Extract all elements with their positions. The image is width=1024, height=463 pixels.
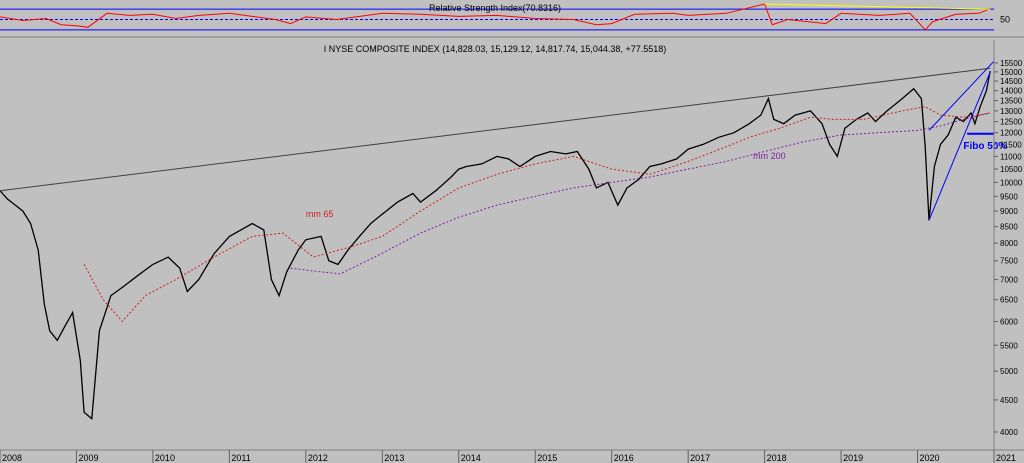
price-series: [0, 60, 995, 420]
x-tick-label: 2015: [537, 453, 557, 463]
price-series-line-4: [928, 71, 991, 221]
y-tick-label: 11500: [1000, 140, 1022, 149]
x-tick-label: 2011: [231, 453, 250, 463]
y-tick-label: 8000: [1000, 239, 1018, 248]
y-tick-label: 10500: [1000, 165, 1023, 174]
x-tick-label: 2018: [767, 453, 787, 463]
rsi-reference-lines: [0, 8, 994, 31]
y-tick-label: 7500: [1000, 257, 1018, 266]
price-series-line-5: [928, 60, 995, 131]
x-tick-label: 2019: [843, 453, 863, 463]
y-tick-label: 4000: [1000, 428, 1018, 437]
price-y-axis: 4000 4500 5000 5500 6000 6500 7000 7500 8000 8500…: [994, 59, 1023, 437]
annotation-2: Fibo 50%: [963, 141, 1007, 152]
x-tick-label: 2020: [920, 453, 940, 463]
rsi-series-line-1: [764, 3, 991, 10]
annotation-0: mm 65: [306, 209, 334, 219]
y-tick-label: 6500: [1000, 296, 1018, 305]
y-tick-label: 5000: [1000, 367, 1018, 376]
price-series-line-3: [0, 67, 991, 192]
y-tick-label: 6000: [1000, 318, 1018, 327]
price-series-line-1: [83, 106, 991, 323]
rsi-series: [0, 3, 991, 31]
y-tick-label: 15000: [1000, 68, 1023, 77]
rsi-panel: 50 Relative Strength Index(70.8316): [0, 0, 1024, 38]
x-tick-label: 2010: [155, 453, 175, 463]
y-tick-label: 12500: [1000, 118, 1023, 127]
y-tick-label: 8500: [1000, 223, 1018, 232]
price-series-line-2: [290, 112, 991, 275]
y-tick-label: 10000: [1000, 178, 1023, 187]
x-axis: 2008 2009 2010 2011 2012 2013 2014 2015 2016 2017…: [0, 450, 1016, 463]
y-tick-label: 13000: [1000, 107, 1023, 116]
annotation-1: mm 200: [753, 151, 786, 161]
y-tick-label: 9000: [1000, 207, 1018, 216]
price-panel: I NYSE COMPOSITE INDEX (14,828.03, 15,12…: [0, 40, 1024, 463]
rsi-series-line-0: [0, 3, 991, 31]
x-tick-label: 2021: [996, 453, 1016, 463]
y-tick-label: 7000: [1000, 276, 1018, 285]
y-tick-label: 11000: [1000, 152, 1022, 161]
price-series-line-0: [0, 70, 991, 420]
chart-annotations: mm 65 mm 200 Fibo 50%: [306, 141, 1008, 219]
x-tick-label: 2017: [690, 453, 710, 463]
rsi-y-axis: 50: [1000, 15, 1010, 25]
y-tick-label: 4500: [1000, 396, 1018, 405]
x-tick-label: 2009: [78, 453, 98, 463]
y-tick-label: 15500: [1000, 59, 1023, 68]
y-tick-label: 13500: [1000, 97, 1023, 106]
price-title: I NYSE COMPOSITE INDEX (14,828.03, 15,12…: [324, 44, 666, 54]
y-tick-label: 5500: [1000, 341, 1018, 350]
y-tick-label: 14500: [1000, 77, 1023, 86]
rsi-title: Relative Strength Index(70.8316): [429, 3, 561, 13]
y-tick-label: 12000: [1000, 129, 1023, 138]
x-tick-label: 2012: [308, 453, 328, 463]
x-tick-label: 2016: [614, 453, 634, 463]
rsi-y-tick-label: 50: [1000, 15, 1010, 25]
y-tick-label: 14000: [1000, 87, 1023, 96]
x-tick-label: 2008: [2, 453, 22, 463]
y-tick-label: 9500: [1000, 192, 1018, 201]
x-tick-label: 2013: [384, 453, 404, 463]
x-tick-label: 2014: [461, 453, 481, 463]
